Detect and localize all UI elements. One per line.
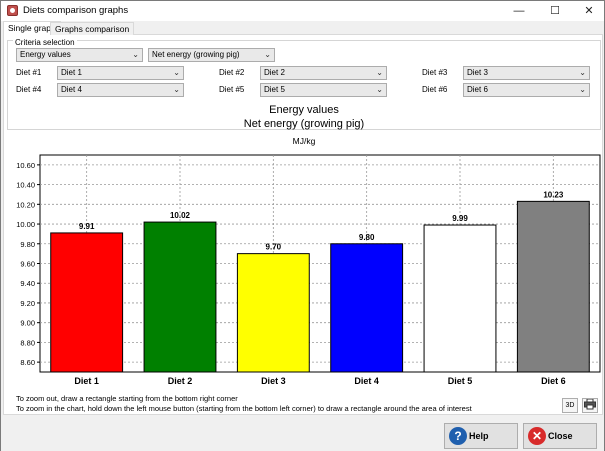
chevron-down-icon: ⌄ [579,85,586,94]
chevron-down-icon: ⌄ [376,68,383,77]
diet1-select[interactable]: Diet 1 ⌄ [57,66,184,80]
close-window-button[interactable]: ✕ [584,5,594,17]
zoom-in-hint: To zoom in the chart, hold down the left… [16,404,472,413]
category-label: Diet 5 [448,376,473,386]
bar [516,200,590,373]
category-label: Diet 1 [74,376,99,386]
chevron-down-icon: ⌄ [173,68,180,77]
criteria-legend: Criteria selection [13,38,77,47]
chevron-down-icon: ⌄ [264,50,271,59]
bar [330,243,404,373]
diet6-label: Diet #6 [422,85,448,94]
chevron-down-icon: ⌄ [579,68,586,77]
close-label: Close [548,431,573,441]
print-button[interactable] [582,398,598,413]
diet4-select[interactable]: Diet 4 ⌄ [57,83,184,97]
category-select[interactable]: Energy values ⌄ [16,48,143,62]
zoom-out-hint: To zoom out, draw a rectangle starting f… [16,394,238,403]
y-tick-label: 9.60 [20,260,35,269]
data-label: 9.80 [359,233,375,242]
help-button[interactable]: ? Help [444,423,518,449]
diet1-label: Diet #1 [16,68,42,77]
y-tick-label: 9.80 [20,240,35,249]
diet4-value: Diet 4 [61,85,82,94]
tab-graphs-comparison[interactable]: Graphs comparison [50,22,135,35]
button-bar: ? Help ✕ Close [1,418,604,451]
tab-strip: Single graph Graphs comparison [3,21,603,36]
y-tick-label: 9.40 [20,279,35,288]
bar [143,221,217,373]
bar-chart[interactable]: 8.60 8.80 9.00 9.20 9.40 9.60 9.80 10.00 10.20 10… [4,150,604,390]
category-value: Energy values [20,50,71,59]
chevron-down-icon: ⌄ [173,85,180,94]
diet6-select[interactable]: Diet 6 ⌄ [463,83,590,97]
close-button[interactable]: ✕ Close [523,423,597,449]
y-tick-label: 9.20 [20,299,35,308]
printer-icon [584,398,596,410]
chevron-down-icon: ⌄ [376,85,383,94]
data-label: 9.91 [79,222,95,231]
data-label: 9.99 [452,214,468,223]
category-label: Diet 4 [354,376,379,386]
y-tick-label: 10.20 [16,200,35,209]
y-tick-label: 10.40 [16,181,35,190]
data-label: 9.70 [266,243,282,252]
y-tick-label: 10.00 [16,220,35,229]
y-tick-label: 10.60 [16,161,35,170]
single-graph-panel: Criteria selection Energy values ⌄ Net e… [3,35,603,415]
diet3-select[interactable]: Diet 3 ⌄ [463,66,590,80]
data-label: 10.23 [543,190,564,199]
category-label: Diet 6 [541,376,566,386]
diet3-label: Diet #3 [422,68,448,77]
bar [236,253,310,373]
diet2-label: Diet #2 [219,68,245,77]
title-bar: Diets comparison graphs — ☐ ✕ [1,1,604,21]
help-icon: ? [449,427,467,445]
chart-title: Energy values [269,104,339,116]
help-label: Help [469,431,489,441]
diet5-label: Diet #5 [219,85,245,94]
view-3d-button[interactable]: 3D [562,398,578,413]
diet2-select[interactable]: Diet 2 ⌄ [260,66,387,80]
criteria-selection-group: Criteria selection Energy values ⌄ Net e… [7,38,601,130]
chart-subtitle: Net energy (growing pig) [243,118,365,130]
close-icon: ✕ [528,427,546,445]
maximize-button[interactable]: ☐ [550,5,560,17]
bar [423,224,497,373]
diet1-value: Diet 1 [61,68,82,77]
diet6-value: Diet 6 [467,85,488,94]
category-label: Diet 3 [261,376,286,386]
y-tick-label: 8.60 [20,358,35,367]
y-tick-label: 9.00 [20,319,35,328]
window-title: Diets comparison graphs [23,5,129,16]
bar [50,232,124,373]
category-label: Diet 2 [168,376,193,386]
diet4-label: Diet #4 [16,85,42,94]
chart-unit-label: MJ/kg [292,136,316,146]
y-tick-label: 8.80 [20,338,35,347]
diet5-value: Diet 5 [264,85,285,94]
minimize-button[interactable]: — [513,5,525,17]
measure-select[interactable]: Net energy (growing pig) ⌄ [148,48,275,62]
diet2-value: Diet 2 [264,68,285,77]
data-label: 10.02 [170,211,191,220]
diet5-select[interactable]: Diet 5 ⌄ [260,83,387,97]
diet3-value: Diet 3 [467,68,488,77]
chevron-down-icon: ⌄ [132,50,139,59]
measure-value: Net energy (growing pig) [152,50,240,59]
app-icon [7,5,18,16]
